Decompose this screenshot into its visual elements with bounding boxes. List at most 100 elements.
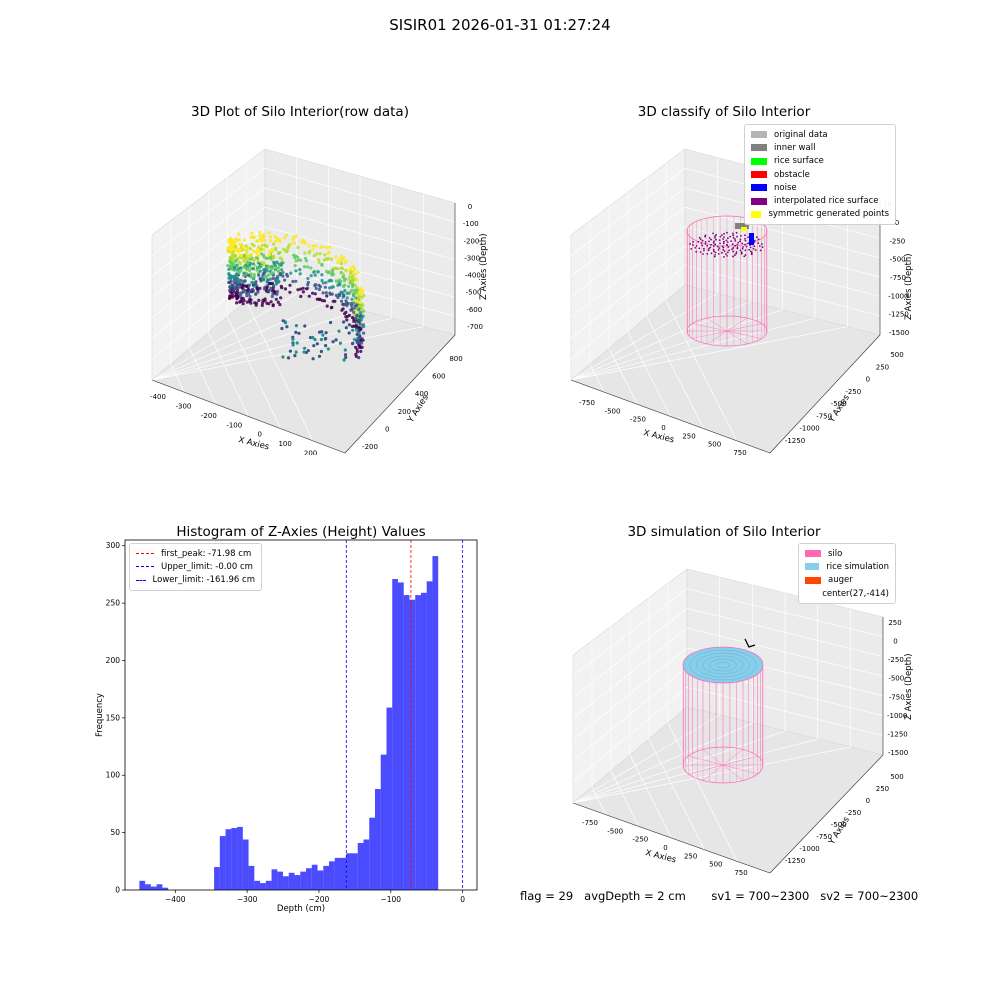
scatter-point [355, 350, 359, 354]
interpolated-point [761, 243, 763, 245]
scatter-point [278, 303, 282, 307]
scatter-point [339, 262, 343, 266]
scatter-point [347, 278, 351, 282]
scatter-point [299, 287, 303, 291]
interpolated-point [727, 251, 729, 254]
scatter-point [350, 297, 354, 301]
scatter-point [277, 280, 281, 284]
scatter-point [355, 286, 359, 290]
panel2-x-ticks: -750 -500 -250 0 250 500 750 [579, 399, 747, 455]
scatter-point [281, 270, 285, 275]
legend-label: center(27,-414) [822, 588, 889, 599]
scatter-point [315, 297, 319, 301]
interpolated-point [722, 238, 724, 240]
scatter-point [239, 253, 243, 257]
interpolated-point [722, 242, 725, 245]
scatter-point [283, 278, 287, 282]
scatter-point [238, 248, 242, 252]
scatter-point [344, 315, 348, 319]
scatter-point [326, 271, 330, 275]
legend-item: rice simulation [805, 560, 889, 573]
histogram-bar [283, 876, 289, 890]
tick-label: -400 [465, 272, 481, 280]
scatter-point [242, 259, 246, 263]
panel1-x-label: X Axies [237, 435, 270, 452]
scatter-point [242, 271, 246, 275]
interpolated-point [716, 245, 719, 248]
scatter-point [350, 324, 354, 328]
scatter-point [355, 299, 360, 303]
scatter-point [281, 274, 285, 278]
tick-label: -1000 [799, 845, 819, 853]
histogram-bar [145, 884, 151, 890]
tick-label: 500 [709, 861, 722, 869]
interpolated-point [708, 237, 711, 239]
silo-floor-spoke [702, 764, 724, 781]
histogram-bar [300, 871, 307, 890]
scatter-point [270, 267, 274, 271]
histogram-bar [380, 754, 387, 890]
legend-label: inner wall [774, 142, 816, 153]
scatter-point [230, 248, 234, 252]
footer-avg-depth: avgDepth = 2 cm [584, 889, 686, 903]
scatter-point [256, 290, 260, 294]
scatter-point [272, 242, 276, 246]
interpolated-point [694, 247, 697, 249]
scatter-point [234, 287, 239, 291]
scatter-point [323, 285, 327, 289]
silo-floor-spoke [706, 330, 728, 345]
scatter-point [339, 254, 343, 258]
rice-contour [689, 649, 757, 681]
scatter-point [334, 293, 338, 297]
panel1-points [226, 230, 366, 362]
scatter-point [244, 291, 249, 295]
scatter-point [311, 291, 315, 295]
tick-label: 800 [449, 355, 462, 363]
scatter-point [327, 250, 331, 254]
scatter-point [324, 281, 328, 285]
scatter-point [298, 268, 302, 272]
grid-line [151, 301, 329, 381]
scatter-point [237, 279, 241, 284]
scatter-point [297, 331, 301, 335]
interpolated-point [699, 251, 702, 253]
scatter-point [269, 300, 273, 304]
interpolated-point [695, 245, 698, 247]
interpolated-point [739, 238, 742, 241]
noise-points [749, 233, 754, 245]
interpolated-point [714, 235, 716, 238]
tick-label: 0 [866, 797, 870, 805]
scatter-point [351, 292, 355, 296]
scatter-point [260, 275, 264, 280]
scatter-point [303, 346, 307, 350]
legend-item: noise [751, 181, 889, 194]
tick-label: -250 [845, 388, 861, 396]
histogram-bar [415, 595, 421, 890]
scatter-point [341, 272, 345, 276]
interpolated-point [735, 231, 738, 234]
scatter-point [238, 262, 242, 266]
tick-label: -300 [175, 402, 191, 410]
histogram-bar [260, 883, 266, 890]
scatter-point [268, 235, 273, 239]
scatter-point [246, 266, 250, 270]
scatter-point [341, 291, 345, 295]
scatter-point [344, 259, 348, 263]
interpolated-point [744, 234, 746, 237]
scatter-point [248, 263, 252, 267]
y-tick-label: 200 [106, 656, 121, 665]
scatter-point [362, 331, 366, 335]
scatter-point [272, 260, 276, 264]
tick-label: -600 [466, 306, 482, 314]
scatter-point [253, 284, 257, 288]
scatter-point [345, 318, 349, 322]
tick-label: -500 [831, 821, 847, 829]
scatter-point [249, 301, 253, 305]
grid-line [591, 786, 607, 815]
scatter-point [242, 274, 246, 278]
scatter-point [251, 288, 255, 292]
scatter-point [248, 297, 252, 301]
scatter-point [312, 254, 316, 258]
y-tick-label: 250 [106, 599, 121, 608]
interpolated-point [745, 245, 748, 248]
